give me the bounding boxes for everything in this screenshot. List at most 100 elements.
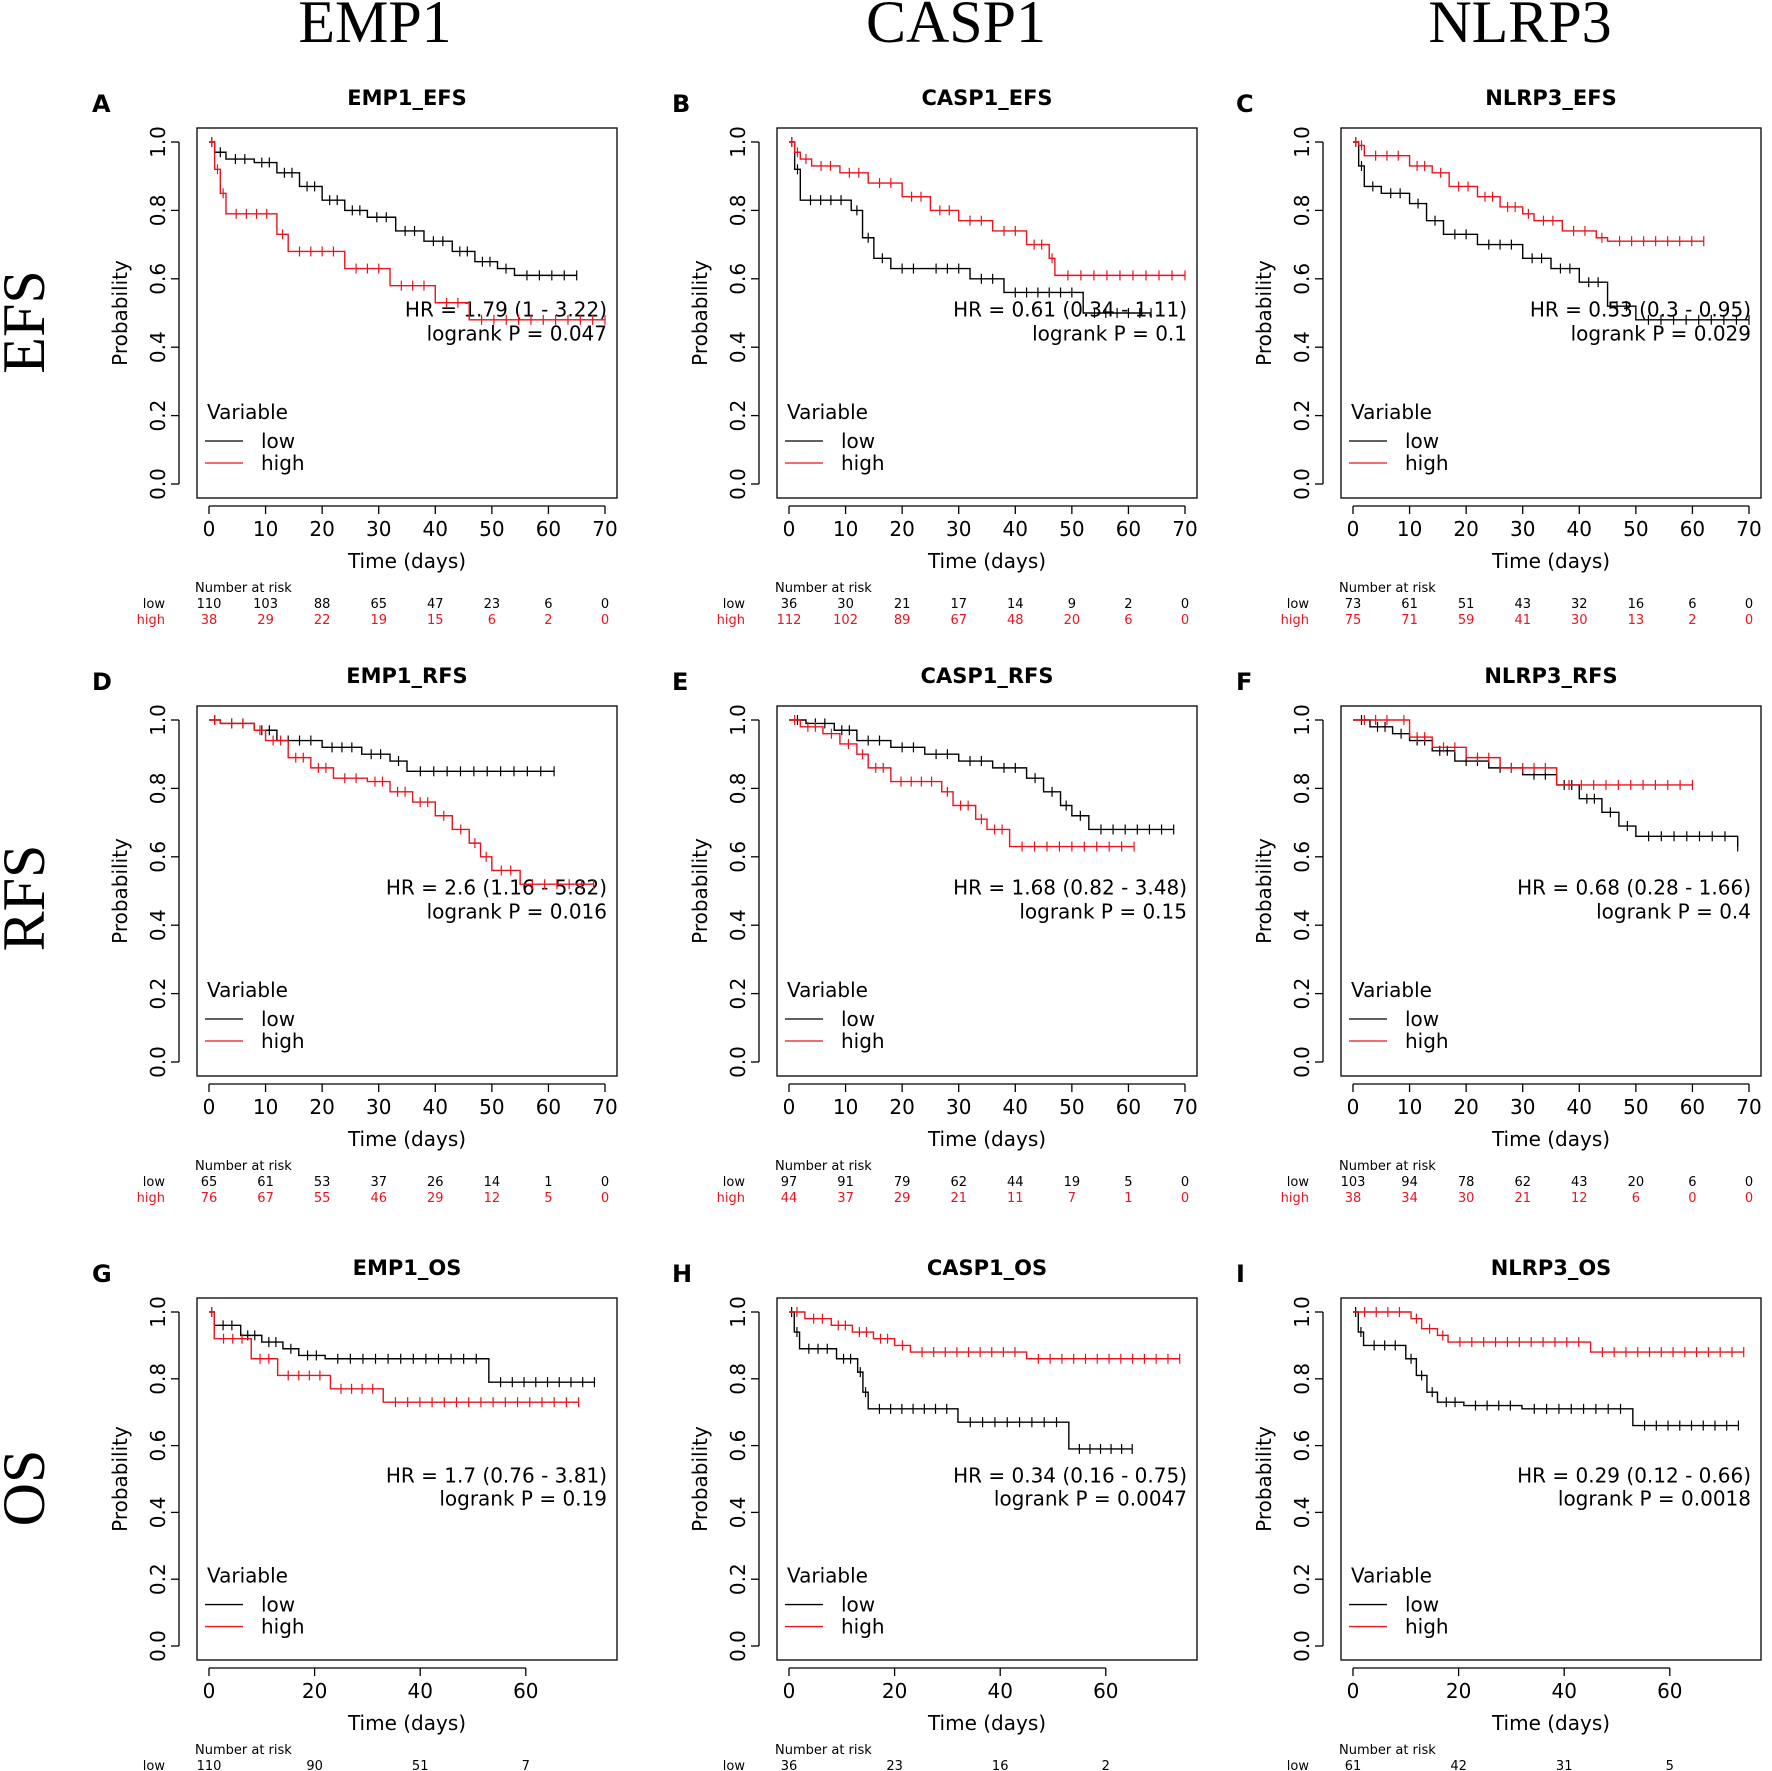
plot-frame <box>776 705 1198 1077</box>
legend-title: Variable <box>1351 978 1432 1002</box>
y-tick-label: 0.4 <box>1290 909 1314 941</box>
legend-title: Variable <box>787 1564 868 1588</box>
x-tick-label: 10 <box>833 517 858 541</box>
nar-high-value: 37 <box>837 1191 854 1206</box>
panel-title: NLRP3_OS <box>1491 1256 1612 1280</box>
panel-emp1-efs: A EMP1_EFS 0.0 0.2 0.4 0.6 0.8 1.0 Probability 0 1… <box>92 86 618 628</box>
y-tick-label: 1.0 <box>1290 704 1314 736</box>
nar-low-value: 30 <box>837 597 854 612</box>
nar-row-label-low: low <box>1287 597 1310 612</box>
nar-low-value: 88 <box>314 597 331 612</box>
x-tick-label: 70 <box>1172 517 1197 541</box>
hazard-ratio-text: HR = 0.53 (0.3 - 0.95) <box>1530 297 1751 321</box>
nar-low-value: 79 <box>894 1175 911 1190</box>
x-tick-label: 0 <box>203 1095 216 1119</box>
x-tick-label: 0 <box>203 1679 216 1703</box>
x-tick-label: 50 <box>1623 1095 1648 1119</box>
nar-row-label-high: high <box>1281 1191 1309 1206</box>
nar-row-label-low: low <box>143 1175 166 1190</box>
x-tick-label: 0 <box>1347 517 1360 541</box>
nar-high-value: 29 <box>894 1191 911 1206</box>
y-tick-label: 1.0 <box>1290 126 1314 158</box>
y-tick-label: 0.8 <box>1290 1363 1314 1395</box>
panel-title: NLRP3_EFS <box>1485 86 1616 110</box>
x-tick-label: 70 <box>592 517 617 541</box>
x-tick-label: 30 <box>946 517 971 541</box>
x-axis-label: Time (days) <box>1491 549 1610 573</box>
nar-row-label-low: low <box>143 1759 166 1771</box>
x-tick-label: 0 <box>203 517 216 541</box>
legend-label-low: low <box>841 1593 875 1617</box>
legend-label-low: low <box>841 429 875 453</box>
km-curve-high <box>1353 141 1704 242</box>
x-tick-label: 70 <box>1736 1095 1761 1119</box>
row-header-efs: EFS <box>0 270 57 373</box>
x-tick-label: 40 <box>1551 1679 1576 1703</box>
y-tick-label: 0.4 <box>726 909 750 941</box>
y-tick-label: 1.0 <box>146 126 170 158</box>
y-axis-label: Probability <box>688 1426 712 1532</box>
nar-low-value: 51 <box>412 1759 429 1771</box>
nar-high-value: 0 <box>1745 1191 1753 1206</box>
logrank-p-text: logrank P = 0.0018 <box>1558 1487 1751 1511</box>
x-tick-label: 70 <box>592 1095 617 1119</box>
x-tick-label: 20 <box>889 517 914 541</box>
legend-title: Variable <box>207 1564 288 1588</box>
nar-high-value: 13 <box>1628 613 1645 628</box>
logrank-p-text: logrank P = 0.15 <box>1019 899 1187 923</box>
legend-label-high: high <box>261 1615 305 1639</box>
km-curve-low <box>789 141 1152 314</box>
panel-casp1-rfs: E CASP1_RFS 0.0 0.2 0.4 0.6 0.8 1.0 Probability 0… <box>672 664 1198 1206</box>
y-tick-label: 1.0 <box>726 704 750 736</box>
nar-high-value: 22 <box>314 613 331 628</box>
plot-frame <box>1340 705 1762 1077</box>
y-tick-label: 1.0 <box>1290 1296 1314 1328</box>
nar-high-value: 21 <box>1514 1191 1531 1206</box>
y-tick-label: 0.6 <box>726 263 750 295</box>
plot-frame <box>776 127 1198 499</box>
nar-high-value: 0 <box>1688 1191 1696 1206</box>
legend-label-low: low <box>1405 1007 1439 1031</box>
nar-row-label-low: low <box>143 597 166 612</box>
y-tick-label: 0.4 <box>726 1496 750 1528</box>
panel-nlrp3-rfs: F NLRP3_RFS 0.0 0.2 0.4 0.6 0.8 1.0 Probability 0… <box>1236 664 1762 1206</box>
nar-row-label-high: high <box>717 1191 745 1206</box>
y-tick-label: 0.4 <box>726 331 750 363</box>
y-tick-label: 0.8 <box>146 772 170 804</box>
nar-low-value: 91 <box>837 1175 854 1190</box>
nar-high-value: 2 <box>544 613 552 628</box>
logrank-p-text: logrank P = 0.047 <box>427 321 607 345</box>
nar-low-value: 0 <box>1745 597 1753 612</box>
panel-emp1-rfs: D EMP1_RFS 0.0 0.2 0.4 0.6 0.8 1.0 Probability 0 1… <box>92 664 618 1206</box>
x-tick-label: 60 <box>536 1095 561 1119</box>
x-tick-label: 60 <box>1093 1679 1118 1703</box>
x-tick-label: 0 <box>1347 1095 1360 1119</box>
nar-low-value: 110 <box>197 1759 222 1771</box>
nar-low-value: 16 <box>992 1759 1009 1771</box>
y-tick-label: 0.4 <box>1290 331 1314 363</box>
y-tick-label: 0.2 <box>726 978 750 1010</box>
nar-high-value: 76 <box>201 1191 218 1206</box>
x-axis-label: Time (days) <box>1491 1711 1610 1735</box>
nar-low-value: 6 <box>544 597 552 612</box>
panel-title: EMP1_RFS <box>346 664 467 688</box>
panel-title: EMP1_OS <box>353 1256 462 1280</box>
y-axis-label: Probability <box>688 260 712 366</box>
y-tick-label: 0.8 <box>1290 194 1314 226</box>
nar-high-value: 67 <box>950 613 967 628</box>
nar-row-label-low: low <box>723 1175 746 1190</box>
panel-title: CASP1_EFS <box>921 86 1052 110</box>
nar-title: Number at risk <box>1339 1743 1436 1758</box>
km-curve-low <box>789 1311 1133 1450</box>
y-tick-label: 0.4 <box>146 331 170 363</box>
nar-low-value: 43 <box>1514 597 1531 612</box>
km-curve-high <box>209 719 594 885</box>
nar-low-value: 0 <box>1181 1175 1189 1190</box>
nar-high-value: 2 <box>1688 613 1696 628</box>
nar-low-value: 61 <box>1345 1759 1362 1771</box>
panel-title: CASP1_OS <box>927 1256 1047 1280</box>
x-tick-label: 60 <box>536 517 561 541</box>
nar-high-value: 55 <box>314 1191 331 1206</box>
y-tick-label: 0.8 <box>146 194 170 226</box>
